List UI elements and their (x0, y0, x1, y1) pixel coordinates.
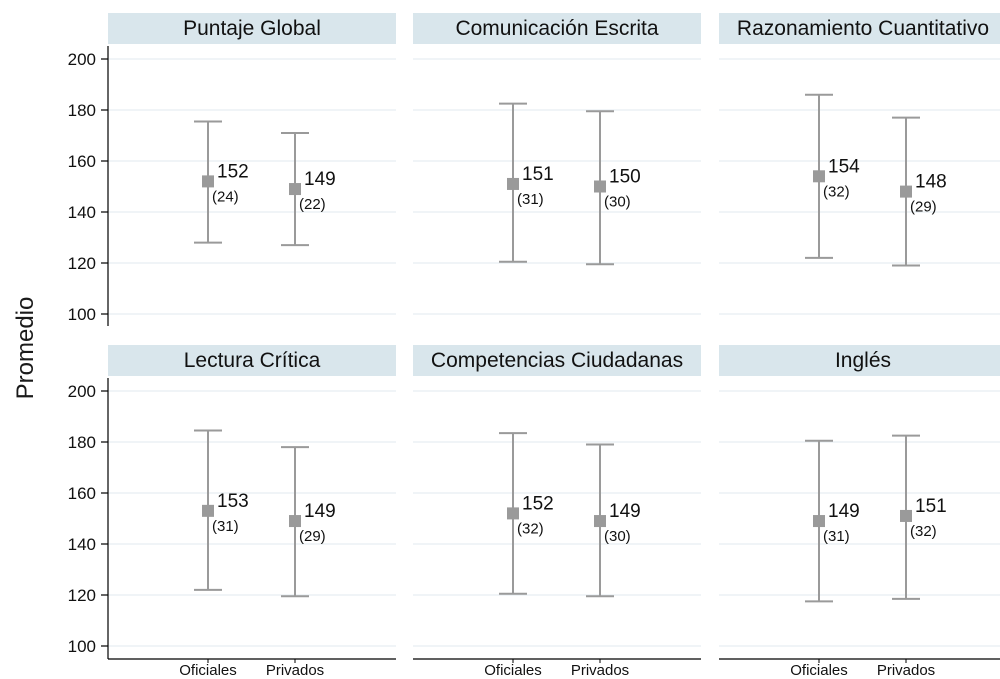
panel-title: Lectura Crítica (184, 349, 321, 372)
mean-marker (900, 185, 912, 198)
x-tick-label: Oficiales (179, 662, 237, 679)
y-tick-label: 200 (68, 382, 96, 401)
mean-label: 149 (304, 501, 336, 522)
mean-label: 149 (828, 501, 860, 522)
mean-label: 153 (217, 491, 249, 512)
panel-title: Inglés (835, 349, 891, 372)
x-tick-label: Privados (877, 662, 935, 679)
panel-header (719, 345, 1000, 376)
sd-label: (30) (604, 528, 631, 545)
sd-label: (31) (212, 518, 239, 535)
panel-header (719, 13, 1000, 44)
panel-title: Puntaje Global (183, 17, 321, 40)
sd-label: (32) (517, 520, 544, 537)
mean-label: 151 (915, 496, 947, 517)
y-tick-label: 140 (68, 203, 96, 222)
sd-label: (32) (823, 183, 850, 200)
sd-label: (30) (604, 194, 631, 211)
sd-label: (22) (299, 196, 326, 213)
y-tick-label: 160 (68, 152, 96, 171)
mean-label: 149 (609, 501, 641, 522)
mean-marker (594, 515, 606, 528)
sd-label: (29) (299, 528, 326, 545)
chart-panels: Puntaje Global 100 120 140 160 180 200 152 (24) 1… (68, 13, 1000, 679)
panel: Comunicación Escrita 151 (31) 150 (30) (413, 13, 701, 315)
y-tick-label: 180 (68, 101, 96, 120)
mean-marker (202, 175, 214, 188)
mean-marker (900, 509, 912, 522)
mean-marker (289, 183, 301, 196)
x-tick-label: Oficiales (790, 662, 848, 679)
panel-header (108, 13, 396, 44)
y-axis-label: Promedio (12, 297, 39, 400)
sd-label: (24) (212, 188, 239, 205)
panel: Competencias Ciudadanas Oficiales Privados… (413, 345, 701, 679)
panel: Inglés Oficiales Privados 149 (31) 151 (32) (719, 345, 1000, 679)
mean-label: 152 (217, 161, 249, 182)
y-tick-label: 140 (68, 535, 96, 554)
mean-label: 151 (522, 164, 554, 185)
x-tick-label: Privados (571, 662, 629, 679)
mean-marker (594, 180, 606, 193)
y-tick-label: 160 (68, 484, 96, 503)
y-tick-label: 100 (68, 637, 96, 656)
panel: Razonamiento Cuantitativo 154 (32) 148 (29) (719, 13, 1000, 315)
sd-label: (31) (517, 191, 544, 208)
mean-label: 152 (522, 493, 554, 514)
mean-marker (507, 177, 519, 190)
panel-title: Comunicación Escrita (455, 17, 658, 40)
y-tick-label: 100 (68, 305, 96, 324)
mean-label: 148 (915, 172, 947, 193)
sd-label: (32) (910, 523, 937, 540)
mean-marker (813, 170, 825, 183)
panel-title: Razonamiento Cuantitativo (737, 17, 989, 40)
mean-marker (813, 515, 825, 528)
y-tick-label: 200 (68, 50, 96, 69)
panel: Puntaje Global 100 120 140 160 180 200 152 (24) 1… (68, 13, 396, 326)
mean-label: 154 (828, 156, 860, 177)
sd-label: (29) (910, 199, 937, 216)
sd-label: (31) (823, 528, 850, 545)
y-tick-label: 180 (68, 433, 96, 452)
x-tick-label: Oficiales (484, 662, 542, 679)
panel-header (413, 13, 701, 44)
panel-header (413, 345, 701, 376)
mean-label: 150 (609, 167, 641, 188)
panel-title: Competencias Ciudadanas (431, 349, 683, 372)
panel: Lectura Crítica 100 120 140 160 180 200 Oficial… (68, 345, 396, 679)
y-tick-label: 120 (68, 254, 96, 273)
mean-marker (289, 515, 301, 528)
mean-marker (202, 504, 214, 517)
mean-marker (507, 507, 519, 520)
y-tick-label: 120 (68, 586, 96, 605)
panel-header (108, 345, 396, 376)
x-tick-label: Privados (266, 662, 324, 679)
mean-label: 149 (304, 169, 336, 190)
